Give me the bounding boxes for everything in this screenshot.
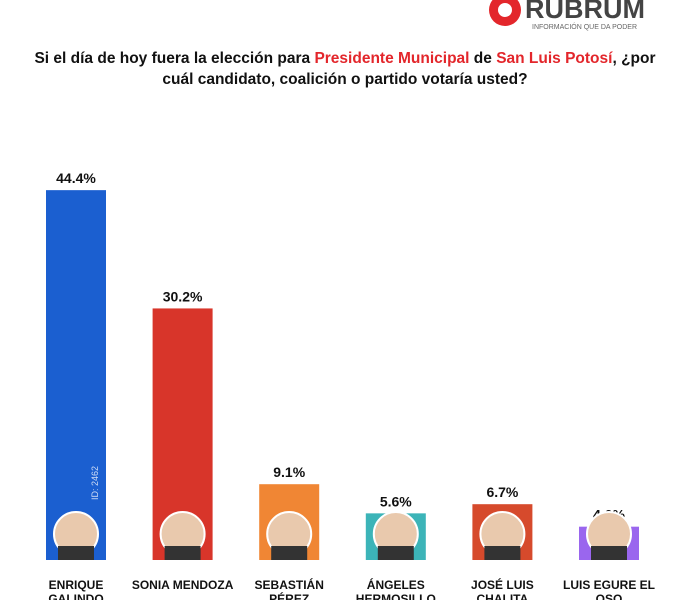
- candidate-photo: [271, 546, 308, 560]
- candidate-photo: [164, 546, 201, 560]
- logo-tagline: INFORMACIÓN QUE DA PODER: [532, 22, 637, 31]
- x-tick-label: SEBASTIÁN PÉREZ: [254, 578, 324, 600]
- x-tick-label: JOSÉ LUIS CHALITA: [471, 578, 534, 600]
- value-label: 5.6%: [380, 493, 412, 509]
- bar: [46, 190, 106, 560]
- x-tick-label: SONIA MENDOZA: [131, 578, 234, 592]
- candidate-photo: [484, 546, 521, 560]
- candidate-photo: [58, 546, 94, 560]
- title-part: , ¿por cuál candidato, coalición o parti…: [162, 50, 656, 88]
- value-label: 6.7%: [486, 484, 518, 500]
- title-part: Si el día de hoy fuera la elección para: [34, 50, 315, 67]
- title-part: Presidente Municipal: [314, 50, 470, 67]
- logo-mark: [498, 3, 512, 17]
- chart-title: Si el día de hoy fuera la elección para …: [30, 48, 660, 90]
- value-label: 30.2%: [163, 288, 203, 304]
- x-tick-label: ENRIQUE GALINDO: [48, 578, 104, 600]
- id-label: ID: 2462: [90, 466, 100, 500]
- x-tick-label: ÁNGELES HERMOSILLO: [355, 578, 436, 600]
- candidate-photo: [377, 546, 414, 560]
- title-part: de: [469, 50, 497, 67]
- title-part: San Luis Potosí: [496, 50, 613, 67]
- x-tick-label: LUIS EGURE EL OSO: [562, 578, 655, 600]
- logo-name: RUBRUM: [525, 0, 645, 24]
- value-label: 44.4%: [56, 170, 96, 186]
- logo: RUBRUM INFORMACIÓN QUE DA PODER: [489, 0, 645, 31]
- candidate-photo: [591, 546, 627, 560]
- value-label: 9.1%: [273, 464, 305, 480]
